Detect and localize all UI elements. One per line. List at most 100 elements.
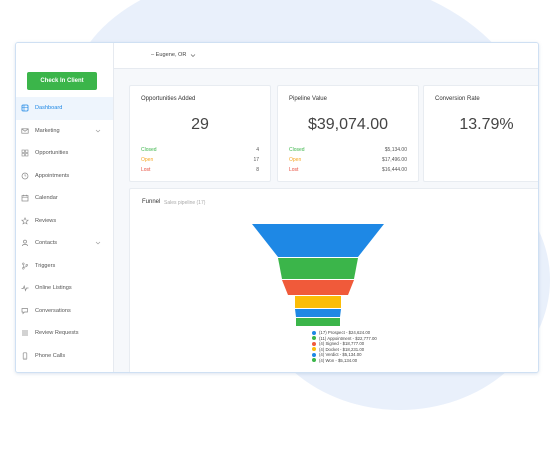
card-title: Opportunities Added xyxy=(141,96,196,102)
sidebar-item-phone-calls[interactable]: Phone Calls xyxy=(16,345,113,368)
sidebar-item-contacts[interactable]: Contacts xyxy=(16,232,113,255)
chat-icon xyxy=(21,307,29,315)
funnel-stage-1[interactable] xyxy=(252,224,384,257)
sidebar-item-dashboard[interactable]: Dashboard xyxy=(16,97,113,120)
sidebar-item-label: Phone Calls xyxy=(35,352,66,359)
stat-value: $17,496.00 xyxy=(381,157,407,163)
envelope-icon xyxy=(21,127,29,135)
sidebar-item-label: Contacts xyxy=(35,240,58,247)
sidebar-item-label: Marketing xyxy=(35,127,60,134)
stat-label: Closed xyxy=(289,147,305,153)
sidebar-nav: Dashboard Marketing Opportunities Appointme… xyxy=(16,97,113,367)
sidebar-item-label: Review Requests xyxy=(35,330,79,337)
chevron-down-icon xyxy=(191,53,196,57)
stat-label: Open xyxy=(141,157,154,163)
sidebar-item-review-requests[interactable]: Review Requests xyxy=(16,322,113,345)
stat-label: Open xyxy=(289,157,302,163)
conversion-rate-value: 13.79% xyxy=(459,116,514,133)
funnel-stage-3[interactable] xyxy=(282,280,354,295)
funnel-chart xyxy=(252,224,384,326)
opportunities-added-card: Opportunities Added 29 Closed 4 Open 17 Lo… xyxy=(129,85,271,182)
pulse-icon xyxy=(21,284,29,292)
funnel-stage-2[interactable] xyxy=(278,258,358,279)
stat-value: $16,444.00 xyxy=(381,167,407,173)
legend-item: (4) Won - $5,134.00 xyxy=(312,358,377,364)
stat-row-open: Open $17,496.00 xyxy=(289,157,407,163)
stat-value: 17 xyxy=(253,157,259,163)
card-title: Pipeline Value xyxy=(289,96,327,102)
sidebar-item-label: Opportunities xyxy=(35,150,69,157)
legend-dot xyxy=(312,347,316,352)
funnel-subtitle: Sales pipeline (17) xyxy=(164,199,206,206)
star-icon xyxy=(21,216,29,225)
funnel-legend: (17) Prospect - $24,624.00 (11) Appointme… xyxy=(312,330,377,363)
sidebar-item-label: Dashboard xyxy=(35,105,63,112)
sidebar-item-label: Appointments xyxy=(35,172,70,179)
legend-item: (4) Docket - $18,231.00 xyxy=(312,347,377,353)
sidebar: Check In Client Dashboard Marketing Opport… xyxy=(16,43,114,372)
funnel-card: Funnel Sales pipeline (17) (17) Prospect… xyxy=(129,188,538,372)
legend-item: (17) Prospect - $24,624.00 xyxy=(312,330,377,336)
legend-label: (4) Verdict - $5,134.00 xyxy=(319,352,362,358)
calendar-icon xyxy=(21,194,29,202)
stat-label: Closed xyxy=(141,147,157,153)
stat-row-lost: Lost $16,444.00 xyxy=(289,167,407,173)
chevron-down-icon xyxy=(95,129,101,132)
funnel-stage-5[interactable] xyxy=(295,309,341,317)
clock-icon xyxy=(21,172,29,180)
legend-dot xyxy=(312,341,316,346)
stat-row-lost: Lost 8 xyxy=(141,167,259,173)
sidebar-item-reviews[interactable]: Reviews xyxy=(16,210,113,233)
stat-label: Lost xyxy=(289,167,299,173)
app-window: Check In Client Dashboard Marketing Opport… xyxy=(15,42,539,373)
legend-dot xyxy=(312,336,316,341)
funnel-stage-6[interactable] xyxy=(296,318,340,326)
legend-label: (11) Appointment - $22,777.00 xyxy=(319,335,377,341)
legend-label: (4) Docket - $18,231.00 xyxy=(319,346,365,352)
legend-item: (11) Appointment - $22,777.00 xyxy=(312,336,377,342)
stat-value: $5,134.00 xyxy=(384,147,407,153)
sidebar-item-label: Calendar xyxy=(35,195,58,202)
legend-label: (4) Won - $5,134.00 xyxy=(319,357,358,363)
location-label: – Eugene, OR xyxy=(151,52,187,58)
stat-row-open: Open 17 xyxy=(141,157,259,163)
sidebar-item-triggers[interactable]: Triggers xyxy=(16,255,113,278)
opportunities-count: 29 xyxy=(191,116,209,133)
sidebar-item-conversations[interactable]: Conversations xyxy=(16,300,113,323)
sidebar-item-calendar[interactable]: Calendar xyxy=(16,187,113,210)
sidebar-item-label: Reviews xyxy=(35,217,57,224)
grid-icon xyxy=(21,149,29,157)
legend-dot xyxy=(312,352,316,357)
location-selector[interactable]: – Eugene, OR xyxy=(151,52,196,58)
stat-row-closed: Closed 4 xyxy=(141,147,259,153)
pipeline-value: $39,074.00 xyxy=(307,116,389,133)
conversion-rate-card: Conversion Rate 13.79% xyxy=(423,85,538,182)
stat-row-closed: Closed $5,134.00 xyxy=(289,147,407,153)
card-title: Conversion Rate xyxy=(435,96,480,102)
sidebar-item-marketing[interactable]: Marketing xyxy=(16,120,113,143)
legend-label: (17) Prospect - $24,624.00 xyxy=(319,330,371,336)
sidebar-item-label: Conversations xyxy=(35,307,71,314)
sidebar-item-appointments[interactable]: Appointments xyxy=(16,165,113,188)
stat-value: 4 xyxy=(256,147,259,153)
legend-label: (4) Signed - $18,777.00 xyxy=(319,341,365,347)
sidebar-item-label: Triggers xyxy=(35,262,56,269)
list-icon xyxy=(21,329,29,337)
pipeline-value-card: Pipeline Value $39,074.00 Closed $5,134.0… xyxy=(277,85,419,182)
chevron-down-icon xyxy=(95,241,101,245)
sidebar-item-opportunities[interactable]: Opportunities xyxy=(16,142,113,165)
phone-icon xyxy=(21,352,29,360)
legend-item: (4) Signed - $18,777.00 xyxy=(312,341,377,347)
sidebar-item-online-listings[interactable]: Online Listings xyxy=(16,277,113,300)
stat-label: Lost xyxy=(141,167,151,173)
stat-value: 8 xyxy=(256,167,259,173)
person-icon xyxy=(21,239,29,247)
legend-dot xyxy=(312,330,316,335)
legend-item: (4) Verdict - $5,134.00 xyxy=(312,352,377,358)
funnel-stage-4[interactable] xyxy=(295,296,341,308)
funnel-title: Funnel xyxy=(142,199,161,205)
check-in-client-button[interactable]: Check In Client xyxy=(27,72,97,90)
branch-icon xyxy=(21,262,29,270)
legend-dot xyxy=(312,358,316,363)
top-bar: – Eugene, OR xyxy=(114,43,538,69)
